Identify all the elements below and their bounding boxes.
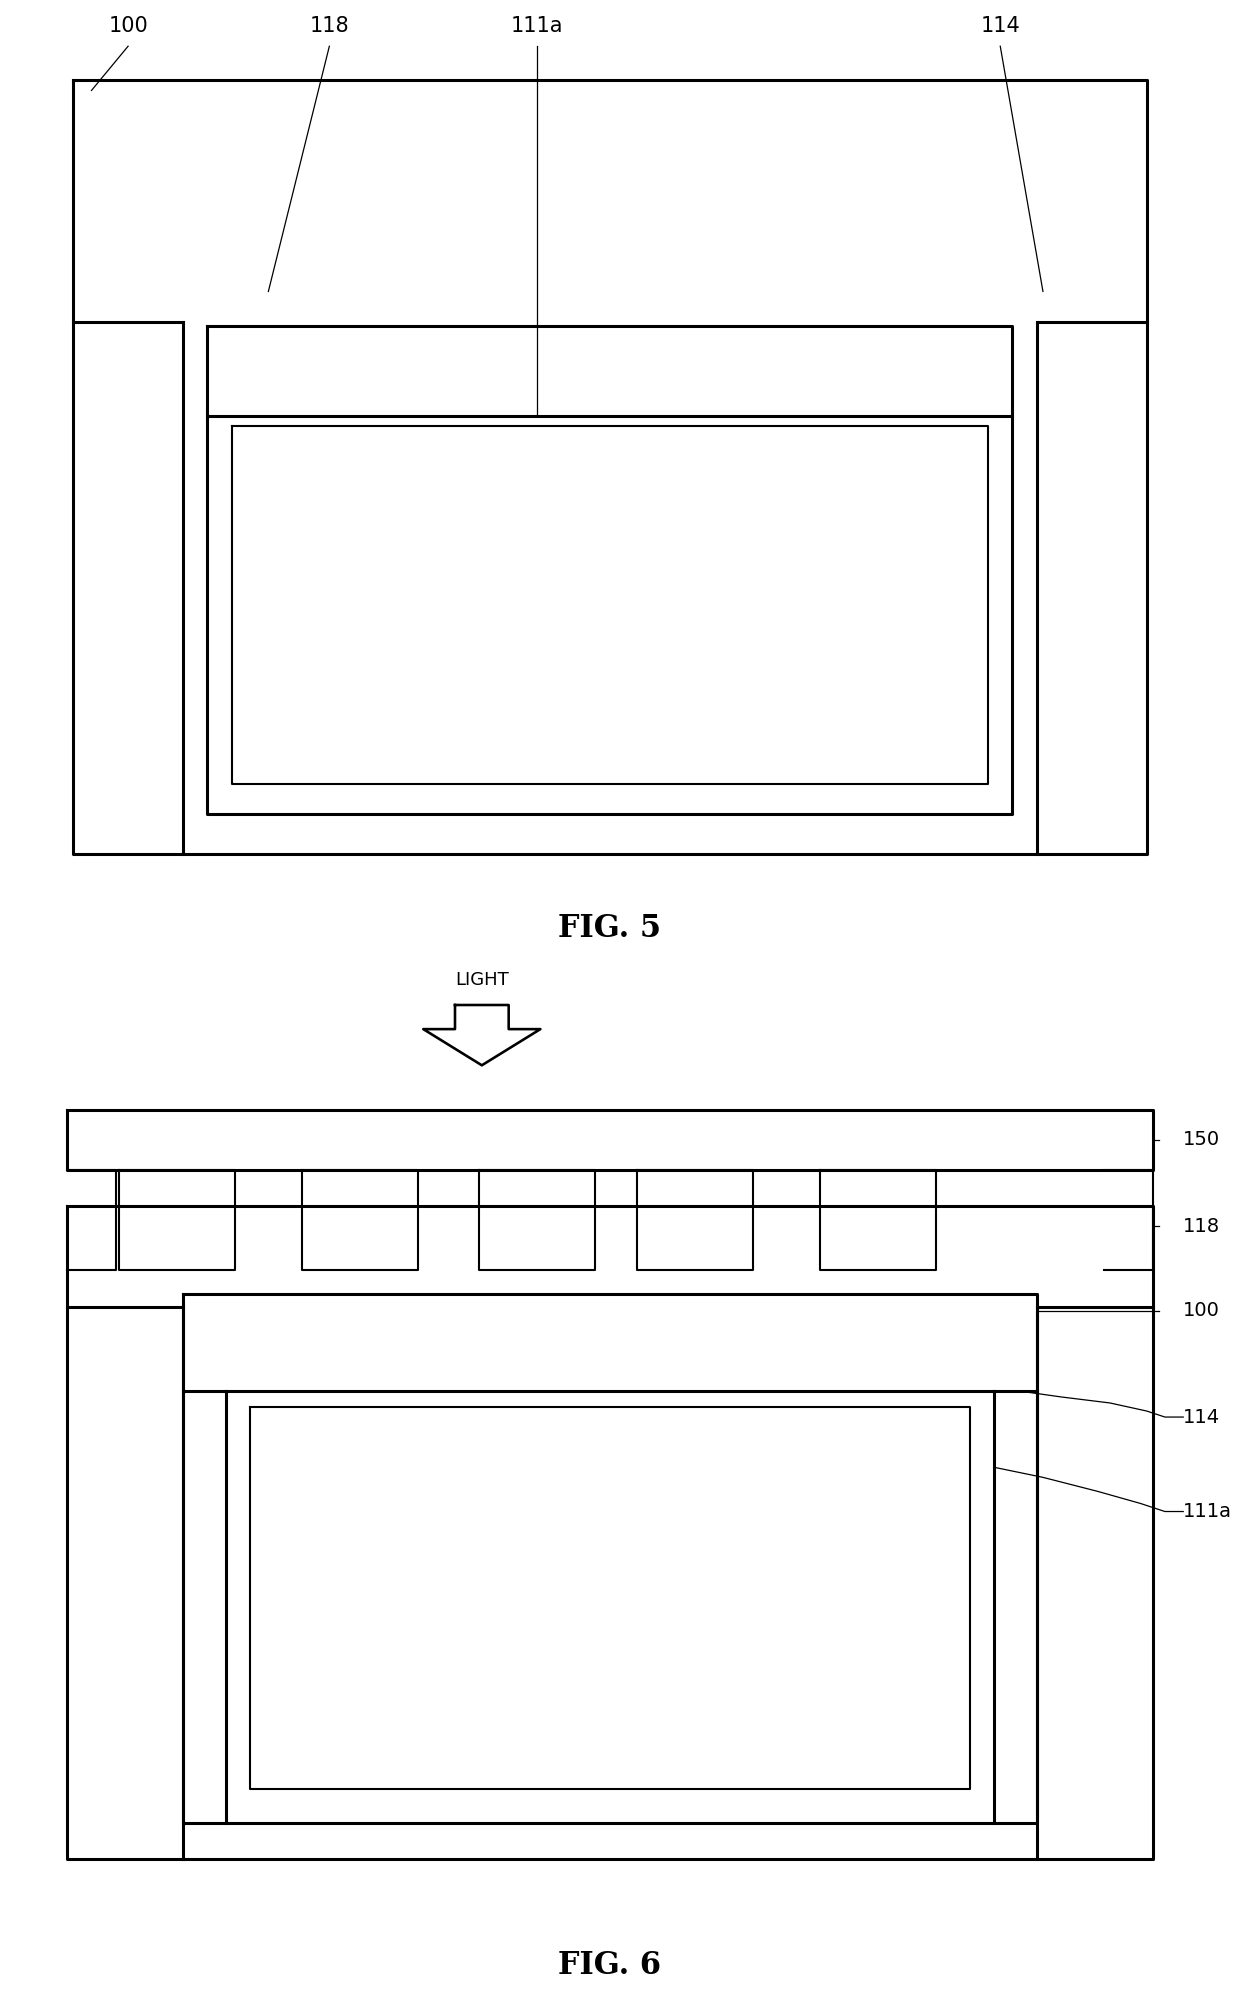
Text: LIGHT: LIGHT	[455, 971, 508, 989]
Text: FIG. 5: FIG. 5	[558, 913, 661, 945]
Text: 100: 100	[1183, 1300, 1220, 1321]
Text: 114: 114	[1183, 1407, 1220, 1427]
Text: 111a: 111a	[511, 16, 563, 36]
Text: 114: 114	[981, 16, 1021, 36]
Text: 111a: 111a	[1183, 1501, 1233, 1522]
Text: FIG. 6: FIG. 6	[558, 1950, 661, 1982]
Text: 150: 150	[1183, 1130, 1220, 1150]
Text: 100: 100	[108, 16, 148, 36]
Text: 118: 118	[310, 16, 350, 36]
Text: 118: 118	[1183, 1216, 1220, 1236]
